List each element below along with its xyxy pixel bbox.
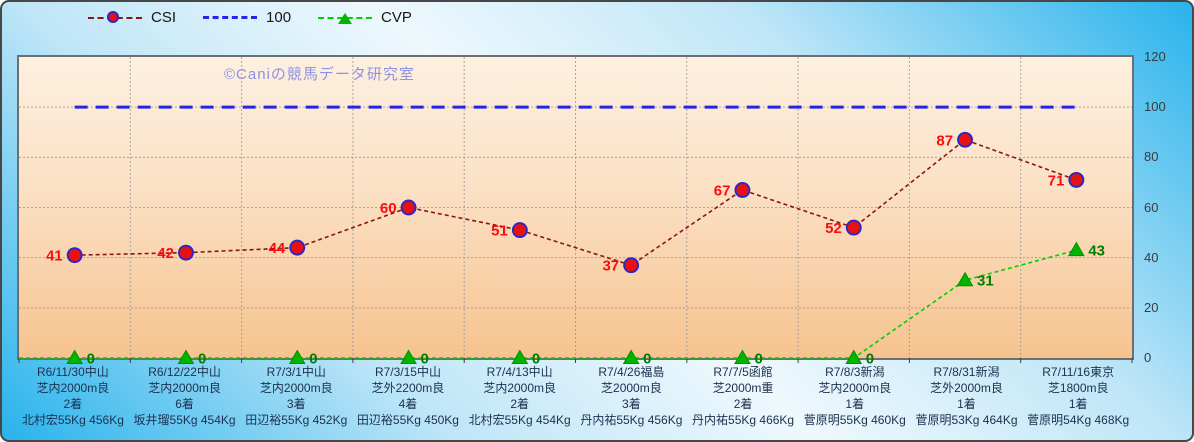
x-category-label: R7/8/31新潟 芝外2000m良 1着菅原明53Kg 464Kg: [911, 364, 1023, 428]
x-label-line: 田辺裕55Kg 452Kg: [245, 413, 348, 427]
y-tick-label: 0: [1144, 350, 1152, 365]
x-label-line: R7/4/26福島: [598, 365, 665, 379]
legend-label-100: 100: [266, 9, 292, 26]
legend-item-100: 100: [203, 9, 291, 26]
svg-text:60: 60: [380, 200, 397, 217]
x-label-line: 菅原明54Kg 468Kg: [1027, 413, 1130, 427]
x-category-label: R7/4/26福島 芝2000m良 3着丹内祐55Kg 456Kg: [576, 364, 688, 428]
x-label-line: 菅原明55Kg 460Kg: [803, 413, 906, 427]
cvp-line-swatch: [318, 12, 373, 24]
y-tick-label: 20: [1144, 299, 1159, 315]
x-axis-labels: R6/11/30中山 芝内2000m良 2着 北村宏55Kg 456Kg R6/12/2…: [17, 364, 1134, 428]
svg-text:52: 52: [825, 220, 842, 237]
plot-area: ©Caniの競馬データ研究室 41 42 44 60 51 37 67 52 87 71 0 0 0 0 0…: [17, 55, 1134, 368]
x-category-label: R6/12/22中山 芝内2000m良 6着坂井瑠55Kg 454Kg: [129, 364, 241, 428]
x-label-line: R7/7/5函館: [713, 365, 773, 379]
y-tick-label: 60: [1144, 199, 1159, 215]
svg-text:42: 42: [157, 245, 174, 262]
x-label-line: 田辺裕55Kg 450Kg: [356, 413, 459, 427]
x-label-line: 菅原明53Kg 464Kg: [915, 413, 1018, 427]
hundred-line-swatch: [203, 16, 258, 19]
x-label-line: R6/12/22中山: [148, 365, 221, 379]
svg-text:0: 0: [421, 351, 429, 368]
legend-item-csi: CSI: [88, 9, 176, 26]
x-label-line: R7/8/31新潟: [933, 365, 1000, 379]
legend-label-csi: CSI: [151, 9, 177, 26]
x-label-line: 3着: [286, 397, 306, 411]
x-label-line: 芝内2000m良: [148, 381, 221, 395]
x-label-line: 芝1800m良: [1047, 381, 1109, 395]
legend: CSI 100 CVP: [88, 9, 412, 26]
x-label-line: 2着: [63, 397, 83, 411]
csi-circle-marker-icon: [107, 10, 119, 23]
x-label-line: 芝2000m重: [712, 381, 774, 395]
csi-line-swatch: [88, 10, 142, 23]
svg-text:0: 0: [866, 351, 874, 368]
x-label-line: 1着: [957, 397, 976, 411]
svg-text:41: 41: [46, 248, 63, 265]
svg-text:0: 0: [643, 351, 651, 368]
x-label-line: R7/3/15中山: [374, 365, 441, 379]
x-category-label: R7/7/5函館 芝2000m重 2着丹内祐55Kg 466Kg: [687, 364, 799, 428]
x-label-line: 1着: [1068, 397, 1088, 411]
x-category-label: R7/3/1中山 芝内2000m良 3着田辺裕55Kg 452Kg: [240, 364, 352, 428]
svg-text:0: 0: [87, 351, 95, 368]
svg-text:0: 0: [309, 351, 317, 368]
x-label-line: 芝内2000m良: [36, 381, 110, 395]
x-label-line: 坂井瑠55Kg 454Kg: [133, 413, 236, 427]
x-category-label: R7/3/15中山 芝外2200m良 4着田辺裕55Kg 450Kg: [352, 364, 464, 428]
svg-text:71: 71: [1048, 172, 1065, 189]
x-label-line: 芝2000m良: [601, 381, 662, 395]
x-category-label: R7/4/13中山 芝内2000m良 2着北村宏55Kg 454Kg: [464, 364, 576, 428]
svg-text:44: 44: [269, 240, 286, 257]
x-label-line: 北村宏55Kg 456Kg: [21, 413, 124, 427]
watermark: ©Caniの競馬データ研究室: [224, 66, 415, 83]
x-label-line: 1着: [845, 397, 865, 411]
x-label-line: 丹内祐55Kg 466Kg: [692, 413, 795, 427]
x-category-label: R7/11/16東京 芝1800m良 1着菅原明54Kg 468Kg: [1022, 364, 1134, 428]
svg-text:67: 67: [714, 182, 731, 199]
x-label-line: 芝内2000m良: [818, 381, 892, 395]
y-tick-label: 100: [1144, 99, 1166, 115]
svg-text:51: 51: [491, 223, 508, 240]
x-label-line: 芝内2000m良: [483, 381, 557, 395]
x-label-line: R7/3/1中山: [266, 365, 326, 379]
svg-text:87: 87: [936, 132, 953, 149]
x-label-line: 4着: [398, 397, 418, 411]
y-tick-label: 40: [1144, 249, 1159, 265]
svg-text:0: 0: [532, 351, 540, 368]
cvp-triangle-marker-icon: [338, 12, 353, 24]
x-label-line: R7/8/3新潟: [825, 365, 885, 379]
svg-text:37: 37: [602, 258, 619, 275]
x-label-line: 北村宏55Kg 454Kg: [468, 413, 571, 427]
x-category-label: R6/11/30中山 芝内2000m良 2着北村宏55Kg 456Kg: [17, 364, 129, 428]
y-tick-label: 120: [1144, 49, 1166, 64]
svg-text:0: 0: [198, 351, 206, 368]
svg-text:43: 43: [1088, 243, 1105, 260]
x-label-line: 芝外2200m良: [371, 381, 445, 395]
svg-text:31: 31: [977, 273, 994, 290]
x-label-line: 6着: [175, 397, 194, 411]
legend-label-cvp: CVP: [381, 9, 412, 26]
x-label-line: 芝内2000m良: [259, 381, 333, 395]
x-category-label: R7/8/3新潟 芝内2000m良 1着菅原明55Kg 460Kg: [799, 364, 911, 428]
svg-text:0: 0: [754, 351, 762, 368]
x-label-line: R7/4/13中山: [486, 365, 553, 379]
y-tick-label: 80: [1144, 149, 1159, 165]
x-label-line: 丹内祐55Kg 456Kg: [580, 413, 683, 427]
x-label-line: R7/11/16東京: [1042, 365, 1115, 379]
legend-item-cvp: CVP: [318, 9, 412, 26]
x-label-line: R6/11/30中山: [36, 365, 109, 379]
x-label-line: 2着: [733, 397, 753, 411]
x-label-line: 芝外2000m良: [930, 381, 1003, 395]
chart-svg: 41 42 44 60 51 37 67 52 87 71 0 0 0 0 0 0 0 0 31 43: [18, 57, 1133, 368]
x-label-line: 3着: [622, 397, 641, 411]
x-label-line: 2着: [510, 397, 529, 411]
